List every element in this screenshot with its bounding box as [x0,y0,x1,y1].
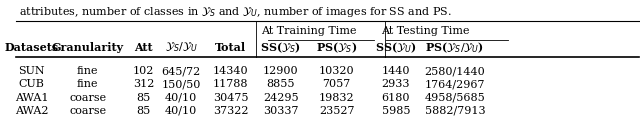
Text: 1440: 1440 [381,66,410,76]
Text: 14340: 14340 [213,66,249,76]
Text: 7057: 7057 [323,79,351,89]
Text: 1764/2967: 1764/2967 [425,79,485,89]
Text: 40/10: 40/10 [165,93,197,102]
Text: 150/50: 150/50 [161,79,201,89]
Text: attributes, number of classes in $\mathcal{Y}_S$ and $\mathcal{Y}_U$, number of : attributes, number of classes in $\mathc… [19,5,452,19]
Text: 2933: 2933 [381,79,410,89]
Text: PS($\mathcal{Y}_S$): PS($\mathcal{Y}_S$) [316,40,357,55]
Text: coarse: coarse [69,106,106,116]
Text: 37322: 37322 [213,106,248,116]
Text: $\mathcal{Y}_S/\mathcal{Y}_U$: $\mathcal{Y}_S/\mathcal{Y}_U$ [164,40,198,54]
Text: 11788: 11788 [213,79,248,89]
Text: 12900: 12900 [263,66,298,76]
Text: fine: fine [77,66,99,76]
Text: PS($\mathcal{Y}_S/\mathcal{Y}_U$): PS($\mathcal{Y}_S/\mathcal{Y}_U$) [426,40,484,55]
Text: 19832: 19832 [319,93,355,102]
Text: Granularity: Granularity [52,42,124,53]
Text: coarse: coarse [69,93,106,102]
Text: 2580/1440: 2580/1440 [424,66,485,76]
Text: SUN: SUN [19,66,45,76]
Text: 85: 85 [136,93,151,102]
Text: AWA1: AWA1 [15,93,49,102]
Text: AWA2: AWA2 [15,106,49,116]
Text: SS($\mathcal{Y}_S$): SS($\mathcal{Y}_S$) [260,40,301,55]
Text: 85: 85 [136,106,151,116]
Text: 312: 312 [133,79,154,89]
Text: Att: Att [134,42,153,53]
Text: Total: Total [215,42,246,53]
Text: 6180: 6180 [381,93,410,102]
Text: SS($\mathcal{Y}_U$): SS($\mathcal{Y}_U$) [375,40,417,55]
Text: fine: fine [77,79,99,89]
Text: At Training Time: At Training Time [261,26,356,36]
Text: Datasets: Datasets [4,42,59,53]
Text: 8855: 8855 [266,79,295,89]
Text: 5882/7913: 5882/7913 [425,106,485,116]
Text: 40/10: 40/10 [165,106,197,116]
Text: 10320: 10320 [319,66,355,76]
Text: 23527: 23527 [319,106,355,116]
Text: At Testing Time: At Testing Time [381,26,470,36]
Text: 645/72: 645/72 [161,66,201,76]
Text: 5985: 5985 [381,106,410,116]
Text: 4958/5685: 4958/5685 [424,93,485,102]
Text: 24295: 24295 [263,93,298,102]
Text: 30337: 30337 [263,106,298,116]
Text: 30475: 30475 [213,93,248,102]
Text: CUB: CUB [19,79,45,89]
Text: 102: 102 [133,66,154,76]
